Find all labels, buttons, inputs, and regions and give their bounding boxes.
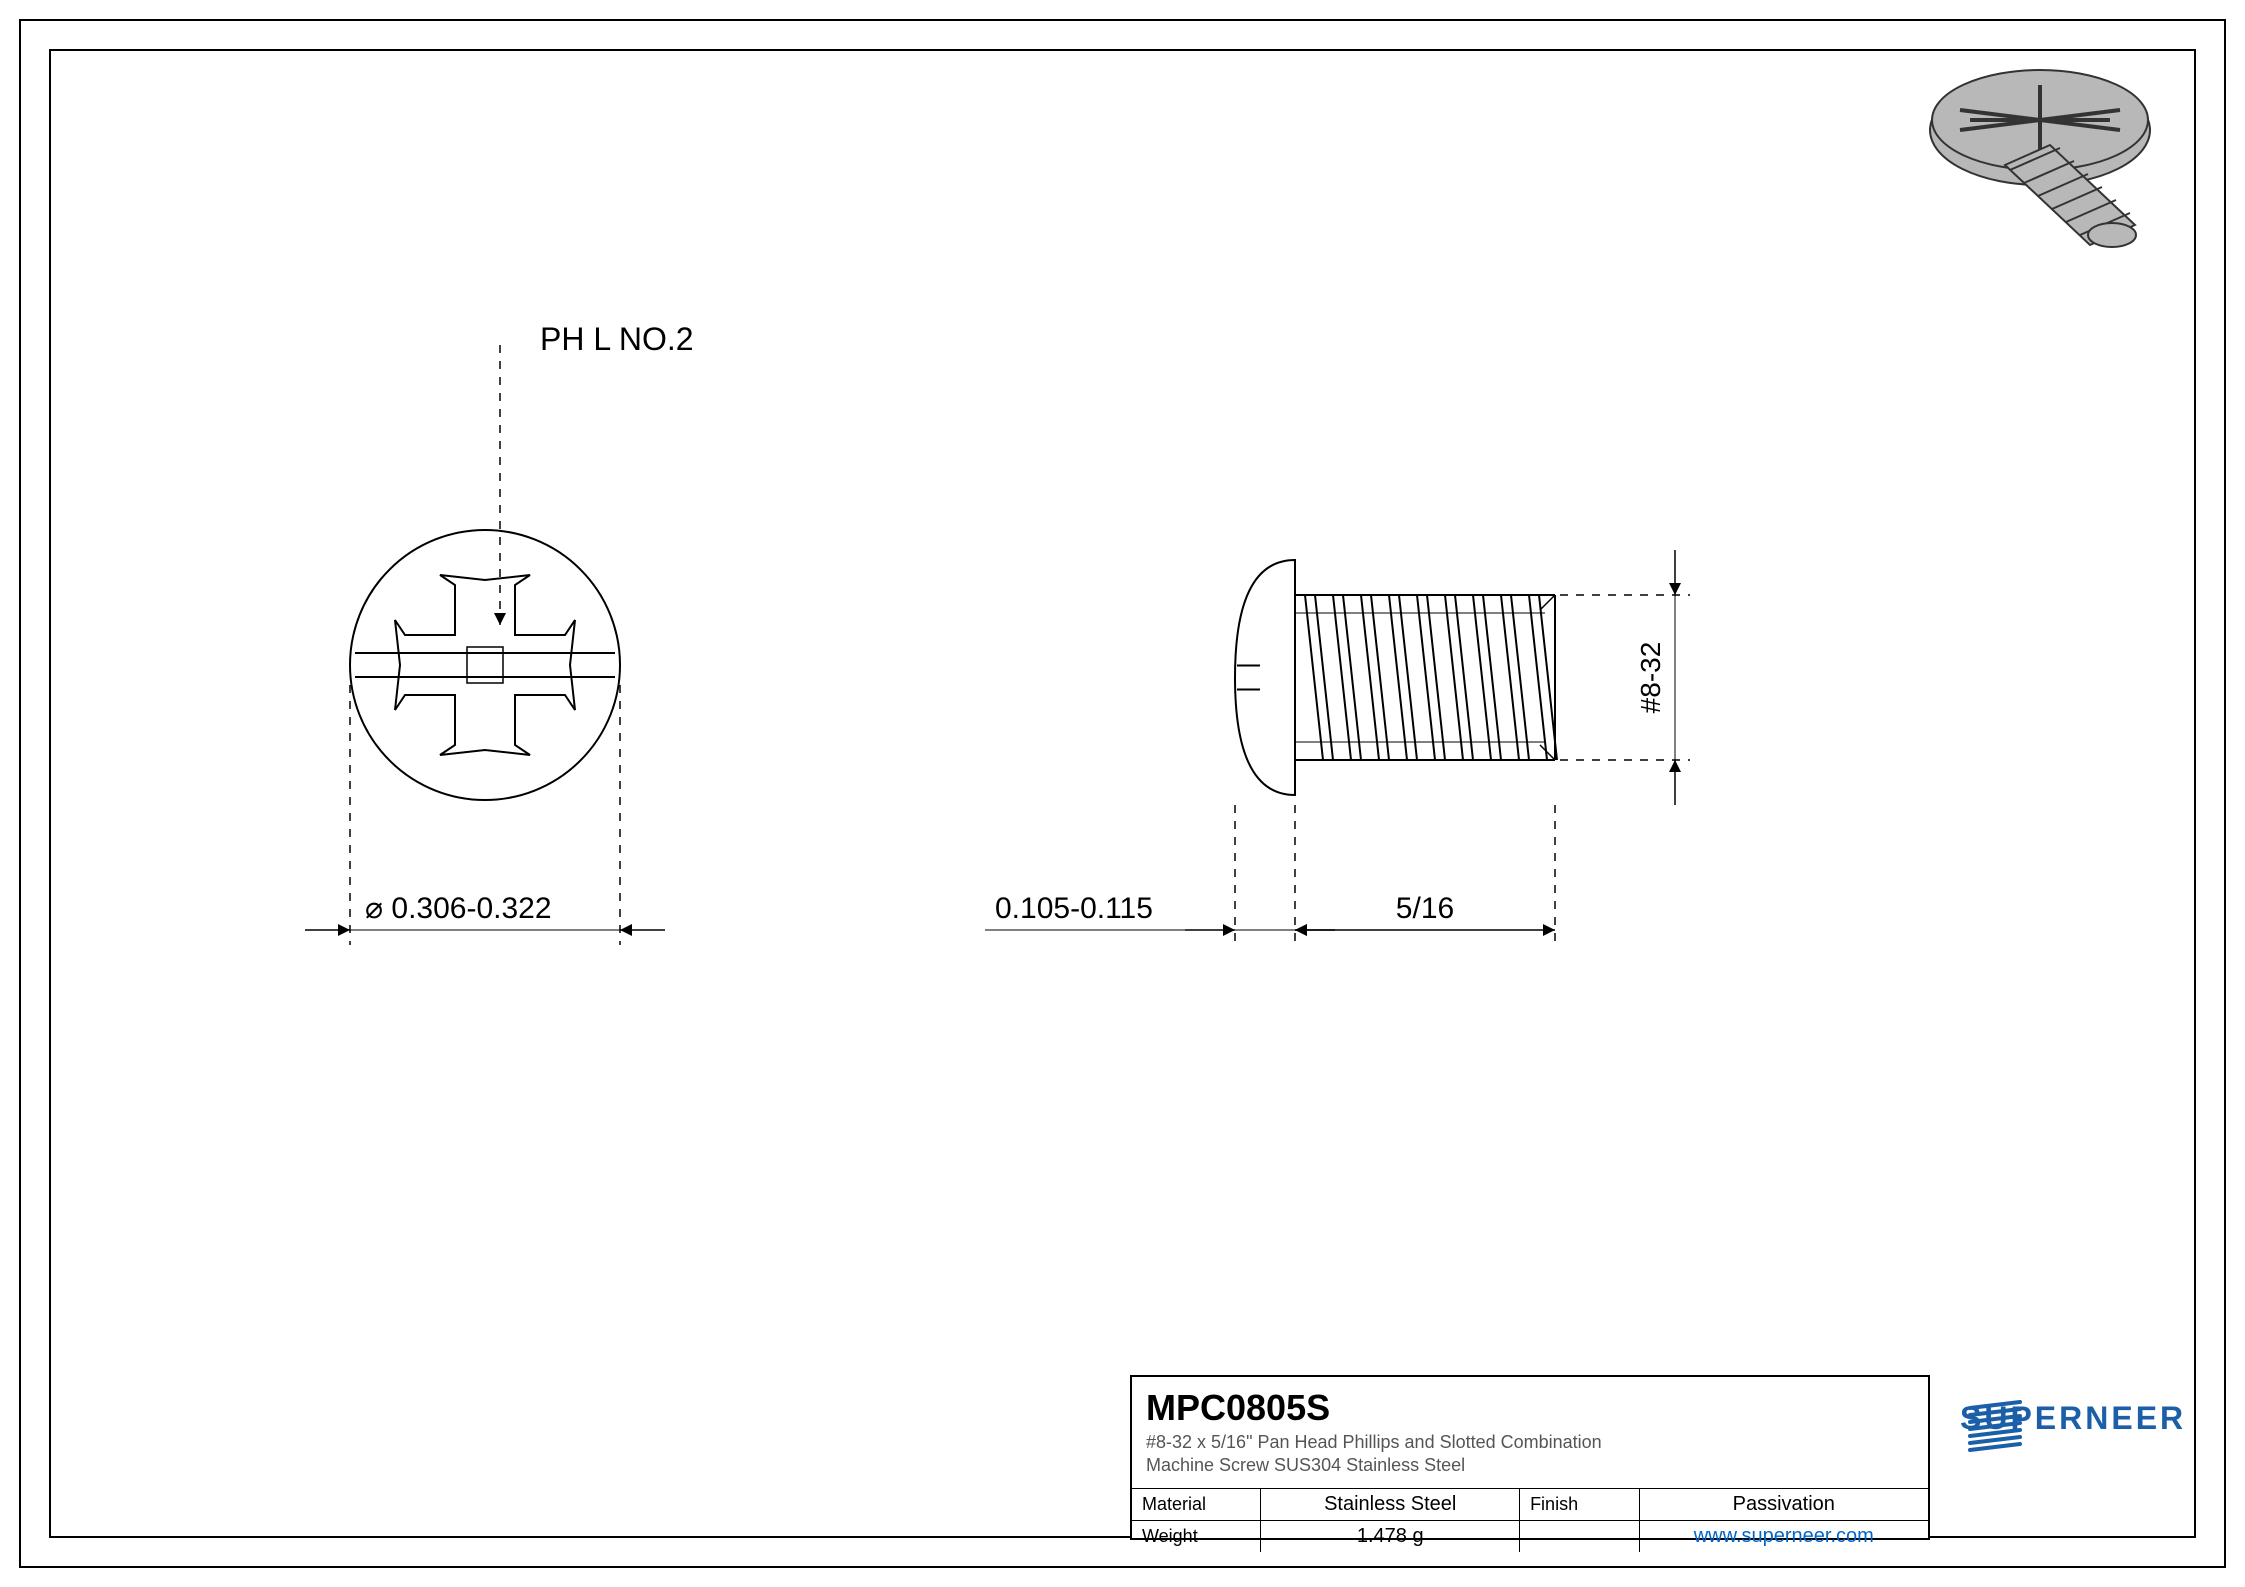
title-block-row: Weight1.478 g www.superneer.com: [1132, 1520, 1928, 1552]
company-logo: SUPERNEER: [1960, 1400, 2186, 1437]
tb-value: Stainless Steel: [1261, 1489, 1520, 1520]
title-block-row: MaterialStainless SteelFinishPassivation: [1132, 1488, 1928, 1520]
part-description: #8-32 x 5/16" Pan Head Phillips and Slot…: [1132, 1431, 1928, 1488]
svg-text:0.105-0.115: 0.105-0.115: [995, 892, 1153, 925]
logo-icon: [1960, 1400, 2030, 1460]
tb-label: [1520, 1521, 1639, 1552]
svg-text:PH L NO.2: PH L NO.2: [540, 321, 694, 357]
title-block: MPC0805S #8-32 x 5/16" Pan Head Phillips…: [1130, 1375, 1930, 1540]
title-block-rows: MaterialStainless SteelFinishPassivation…: [1132, 1488, 1928, 1552]
tb-label: Finish: [1520, 1489, 1639, 1520]
technical-drawing-svg: PH L NO.2 ⌀ 0.306-0.322 0.105-0.115 5/16 #8-…: [0, 0, 2245, 1587]
svg-text:⌀ 0.306-0.322: ⌀ 0.306-0.322: [365, 892, 552, 925]
tb-value: 1.478 g: [1261, 1521, 1520, 1552]
tb-label: Weight: [1132, 1521, 1261, 1552]
website-link[interactable]: www.superneer.com: [1640, 1521, 1929, 1552]
tb-label: Material: [1132, 1489, 1261, 1520]
svg-text:5/16: 5/16: [1396, 892, 1454, 925]
tb-value: Passivation: [1640, 1489, 1929, 1520]
drawing-canvas: PH L NO.2 ⌀ 0.306-0.322 0.105-0.115 5/16 #8-…: [0, 0, 2245, 1587]
part-number: MPC0805S: [1132, 1377, 1928, 1431]
svg-text:#8-32: #8-32: [1635, 642, 1666, 714]
